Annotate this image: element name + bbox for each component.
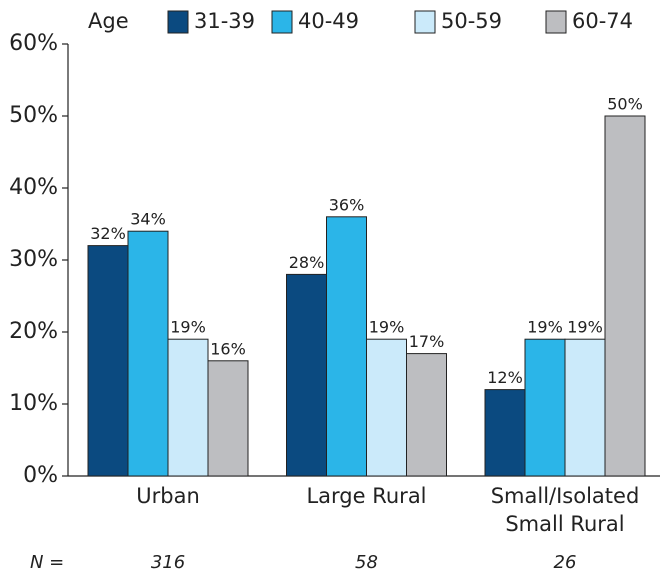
y-tick-label: 60% [9, 31, 58, 56]
y-tick-label: 40% [9, 175, 58, 200]
value-label: 19% [527, 318, 563, 337]
y-tick-label: 50% [9, 103, 58, 128]
bar [564, 338, 606, 477]
bar [326, 216, 367, 477]
value-label: 34% [130, 210, 166, 229]
legend-label: 60-74 [572, 9, 633, 33]
n-label: N = [30, 552, 64, 573]
value-label: 16% [210, 339, 246, 358]
y-tick-label: 30% [9, 247, 58, 272]
x-tick-label: Urban [136, 484, 200, 508]
y-tick-label: 20% [9, 319, 58, 344]
value-label: 12% [487, 368, 523, 387]
x-tick-label: Large Rural [306, 484, 427, 508]
value-label: 17% [409, 332, 445, 351]
legend-swatch [271, 10, 293, 34]
value-label: 19% [170, 318, 206, 337]
y-tick-label: 10% [9, 391, 58, 416]
legend-swatch [167, 10, 189, 34]
bar [604, 115, 646, 477]
value-label: 50% [607, 95, 643, 114]
bar [406, 353, 447, 477]
value-label: 36% [329, 195, 365, 214]
bar [127, 230, 169, 477]
bar [87, 245, 129, 477]
legend-swatch [414, 10, 436, 34]
bar [484, 389, 526, 477]
value-label: 32% [90, 224, 126, 243]
bar [167, 338, 209, 477]
bar [286, 273, 327, 477]
legend-label: 50-59 [441, 9, 502, 33]
x-tick-label: Small/Isolated Small Rural [490, 484, 640, 536]
n-value: 26 [554, 552, 577, 573]
value-label: 19% [369, 318, 405, 337]
legend-swatch [545, 10, 567, 34]
value-label: 19% [567, 318, 603, 337]
legend-label: 40-49 [298, 9, 359, 33]
value-label: 28% [289, 253, 325, 272]
n-value: 316 [151, 552, 185, 573]
bar [207, 360, 249, 477]
y-tick-label: 0% [23, 463, 58, 488]
legend-label: 31-39 [194, 9, 255, 33]
bar [366, 338, 407, 477]
legend-title: Age [88, 9, 129, 33]
bar [524, 338, 566, 477]
n-value: 58 [355, 552, 378, 573]
